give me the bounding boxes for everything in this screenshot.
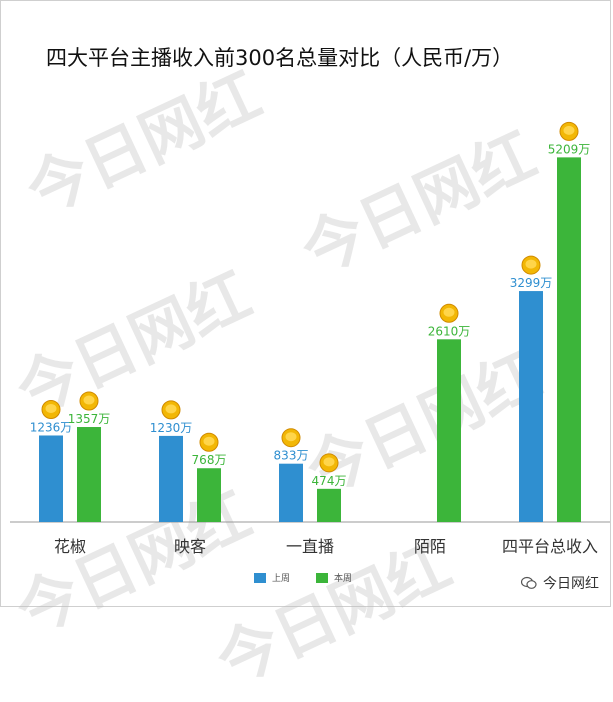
- data-label: 474万: [312, 474, 347, 488]
- legend-label-this-week: 本周: [334, 574, 353, 584]
- x-tick-label: 陌陌: [414, 537, 446, 556]
- legend: 上周 本周: [254, 571, 352, 584]
- coin-icon-highlight: [285, 432, 297, 442]
- coin-icon-highlight: [45, 403, 57, 413]
- bar-last-week: [519, 291, 543, 522]
- x-tick-label: 四平台总收入: [502, 537, 598, 556]
- legend-swatch-last-week: [254, 572, 266, 583]
- chart-frame: [0, 0, 611, 607]
- data-label: 1230万: [150, 421, 193, 435]
- legend-label-last-week: 上周: [272, 574, 291, 584]
- x-tick-label: 映客: [174, 537, 206, 556]
- coin-icon-highlight: [203, 436, 215, 446]
- coin-icon-highlight: [525, 259, 537, 269]
- coin-icon-highlight: [443, 307, 455, 317]
- wechat-icon: [520, 576, 537, 590]
- data-label: 2610万: [428, 324, 471, 338]
- data-label: 833万: [274, 449, 309, 463]
- data-label: 768万: [192, 453, 227, 467]
- data-label: 1357万: [68, 412, 111, 426]
- coin-icon-highlight: [563, 125, 575, 135]
- coin-icon-highlight: [83, 395, 95, 405]
- bar-last-week: [159, 435, 183, 522]
- legend-swatch-this-week: [316, 572, 329, 583]
- bar-this-week: [317, 488, 341, 522]
- brand: 今日网红: [520, 573, 599, 593]
- data-label: 3299万: [510, 276, 553, 290]
- bar-this-week: [557, 157, 581, 522]
- brand-label: 今日网红: [543, 576, 599, 592]
- data-label: 1236万: [30, 420, 73, 434]
- x-tick-label: 花椒: [54, 537, 86, 556]
- coin-icon-highlight: [323, 457, 335, 467]
- bar-this-week: [197, 468, 221, 522]
- chart-title: 四大平台主播收入前300名总量对比（人民币/万）: [46, 46, 514, 70]
- bar-last-week: [39, 435, 63, 522]
- bar-last-week: [279, 463, 303, 522]
- bar-this-week: [77, 427, 101, 522]
- bar-this-week: [437, 339, 461, 522]
- x-tick-label: 一直播: [286, 537, 334, 556]
- data-label: 5209万: [548, 142, 591, 156]
- coin-icon-highlight: [165, 404, 177, 414]
